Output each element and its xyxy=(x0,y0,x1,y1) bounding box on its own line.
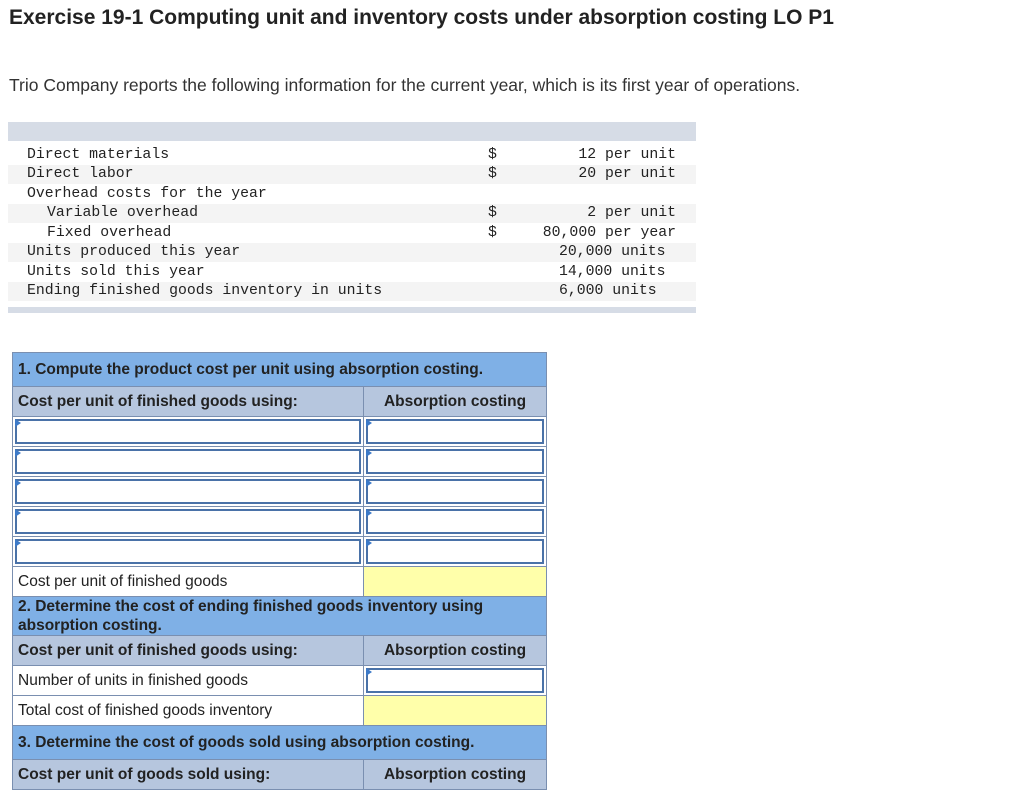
part1-input-row xyxy=(12,506,548,537)
part3-heading-row: 3. Determine the cost of goods sold usin… xyxy=(11,725,548,760)
info-currency: $ xyxy=(488,203,518,223)
part2-units-label: Number of units in finished goods xyxy=(12,665,364,696)
part3-col-left: Cost per unit of goods sold using: xyxy=(12,759,364,790)
part1-heading-row: 1. Compute the product cost per unit usi… xyxy=(11,352,548,387)
answer-table: 1. Compute the product cost per unit usi… xyxy=(11,352,548,790)
info-label: Ending finished goods inventory in units xyxy=(8,281,488,301)
part2-units-row: Number of units in finished goods xyxy=(12,665,548,696)
part2-units-cell xyxy=(362,665,548,696)
part2-total-value xyxy=(362,695,548,726)
page-title: Exercise 19-1 Computing unit and invento… xyxy=(9,6,834,29)
part1-input-row xyxy=(12,446,548,477)
part1-label-cell xyxy=(12,476,364,507)
part2-col-right: Absorption costing xyxy=(362,635,548,666)
info-row: Ending finished goods inventory in units… xyxy=(8,281,696,301)
info-row: Overhead costs for the year xyxy=(8,184,696,204)
info-value xyxy=(518,184,696,204)
info-label: Units produced this year xyxy=(8,242,488,262)
part1-amount-cell xyxy=(362,416,548,447)
info-row: Direct materials $ 12 per unit xyxy=(8,145,696,165)
part1-label-cell xyxy=(12,416,364,447)
info-row: Units sold this year 14,000 units xyxy=(8,262,696,282)
info-value: 20 per unit xyxy=(518,164,696,184)
part1-input-row xyxy=(12,536,548,567)
part3-column-header-row: Cost per unit of goods sold using: Absor… xyxy=(12,759,548,790)
part1-total-label: Cost per unit of finished goods xyxy=(12,566,364,597)
part1-amount-input[interactable] xyxy=(366,479,545,504)
info-value: 2 per unit xyxy=(518,203,696,223)
info-currency: $ xyxy=(488,146,497,163)
part1-label-input[interactable] xyxy=(15,479,361,504)
part1-column-header-row: Cost per unit of finished goods using: A… xyxy=(12,386,548,417)
part1-input-row xyxy=(12,416,548,447)
part3-heading: 3. Determine the cost of goods sold usin… xyxy=(11,725,548,760)
info-currency xyxy=(488,242,518,262)
info-label: Direct materials xyxy=(27,146,170,163)
info-value-text: 20,000 units xyxy=(559,244,666,261)
info-row: Variable overhead $ 2 per unit xyxy=(8,203,696,223)
part1-label-cell xyxy=(12,446,364,477)
part1-amount-input[interactable] xyxy=(366,539,545,564)
part2-total-label: Total cost of finished goods inventory xyxy=(12,695,364,726)
part1-amount-input[interactable] xyxy=(366,509,545,534)
info-currency xyxy=(488,281,518,301)
part1-amount-input[interactable] xyxy=(366,449,545,474)
part2-heading: 2. Determine the cost of ending finished… xyxy=(11,596,548,636)
info-label: Fixed overhead xyxy=(47,224,172,241)
info-label: Variable overhead xyxy=(8,203,488,223)
info-value: 6,000 units xyxy=(518,281,696,301)
info-label: Units sold this year xyxy=(27,263,205,280)
part1-amount-cell xyxy=(362,506,548,537)
info-row: Units produced this year 20,000 units xyxy=(8,242,696,262)
part2-col-left: Cost per unit of finished goods using: xyxy=(12,635,364,666)
part1-label-input[interactable] xyxy=(15,539,361,564)
part2-column-header-row: Cost per unit of finished goods using: A… xyxy=(12,635,548,666)
part1-label-input[interactable] xyxy=(15,419,361,444)
info-value: 14,000 units xyxy=(518,262,696,282)
part3-col-right: Absorption costing xyxy=(362,759,548,790)
part1-amount-cell xyxy=(362,536,548,567)
info-value: 12 per unit xyxy=(578,146,676,163)
part1-col-left: Cost per unit of finished goods using: xyxy=(12,386,364,417)
intro-text: Trio Company reports the following infor… xyxy=(9,75,801,95)
info-currency: $ xyxy=(488,224,497,241)
part1-amount-cell xyxy=(362,476,548,507)
info-value: 80,000 per year xyxy=(542,224,676,241)
part2-total-row: Total cost of finished goods inventory xyxy=(12,695,548,726)
info-table-top-bar xyxy=(8,122,696,141)
part1-label-input[interactable] xyxy=(15,449,361,474)
info-table-bottom-bar xyxy=(8,307,696,313)
part1-amount-cell xyxy=(362,446,548,477)
part2-units-input[interactable] xyxy=(366,668,545,693)
part1-col-right: Absorption costing xyxy=(362,386,548,417)
info-value: 20,000 units xyxy=(518,242,696,262)
part1-amount-input[interactable] xyxy=(366,419,545,444)
info-row: Direct labor $ 20 per unit xyxy=(8,164,696,184)
part1-label-cell xyxy=(12,506,364,537)
info-value-text: 14,000 units xyxy=(559,263,666,280)
part1-total-row: Cost per unit of finished goods xyxy=(12,566,548,597)
part1-label-cell xyxy=(12,536,364,567)
info-table: Direct materials $ 12 per unit Direct la… xyxy=(8,122,696,313)
info-currency: $ xyxy=(488,164,518,184)
info-label: Overhead costs for the year xyxy=(27,185,267,202)
part2-heading-row: 2. Determine the cost of ending finished… xyxy=(11,596,548,636)
part1-input-row xyxy=(12,476,548,507)
info-row: Fixed overhead $ 80,000 per year xyxy=(8,223,696,243)
info-data: Direct materials $ 12 per unit Direct la… xyxy=(8,145,696,301)
part1-heading: 1. Compute the product cost per unit usi… xyxy=(11,352,548,387)
info-currency xyxy=(488,262,518,282)
info-currency xyxy=(488,184,518,204)
part1-total-value xyxy=(362,566,548,597)
info-value-text: 6,000 units xyxy=(559,283,657,300)
info-label: Direct labor xyxy=(8,164,488,184)
part1-label-input[interactable] xyxy=(15,509,361,534)
